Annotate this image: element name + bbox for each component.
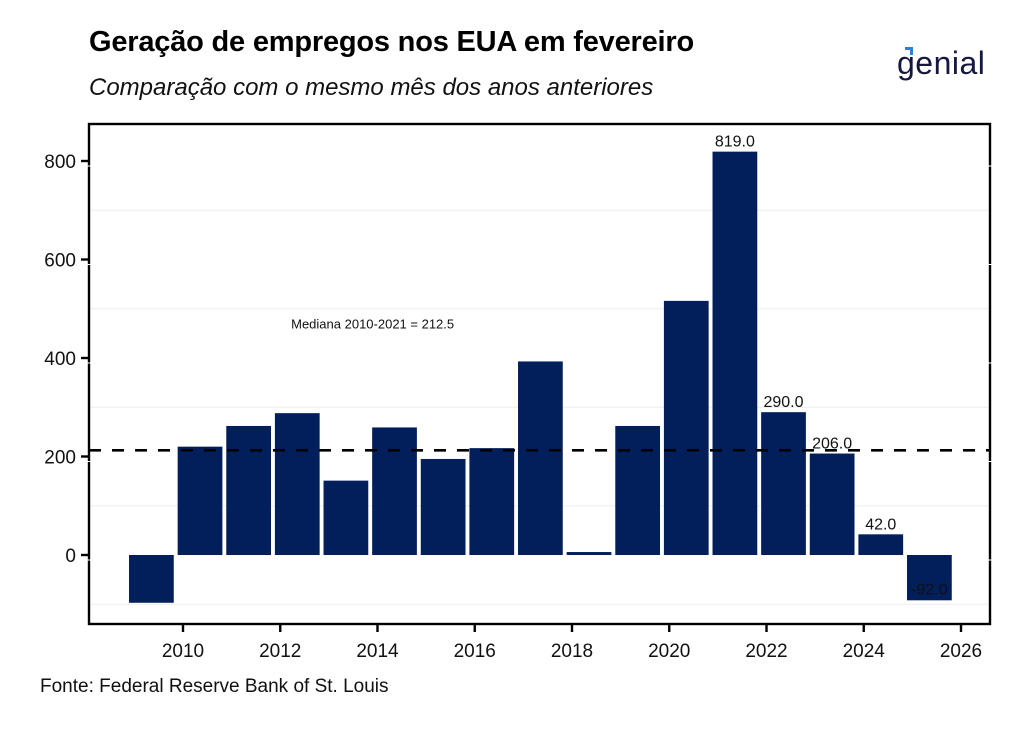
y-tick-label: 600 (44, 251, 76, 272)
bar-2025 (907, 555, 952, 601)
y-tick-label: 200 (44, 448, 76, 469)
y-tick-label: 800 (44, 152, 76, 173)
x-tick-label: 2016 (454, 641, 496, 662)
median-label: Mediana 2010-2021 = 212.5 (291, 316, 454, 331)
data-label-2022: 290.0 (763, 394, 803, 411)
axes: 0 200 400 600 800 2010 2012 2014 2016 2018 2020 202… (44, 122, 992, 662)
y-tick-label: 0 (65, 546, 76, 567)
bar-2018 (566, 552, 612, 555)
bar-2014 (372, 427, 417, 555)
source-note: Fonte: Federal Reserve Bank of St. Louis (40, 676, 389, 697)
data-labels: 819.0 290.0 206.0 42.0 -92.0 (715, 134, 948, 599)
bar-2017 (518, 361, 563, 555)
x-tick-label: 2026 (940, 641, 982, 662)
x-tick-label: 2020 (648, 641, 690, 662)
bar-2010 (177, 446, 223, 555)
logo-text: genial (897, 45, 985, 81)
data-label-2023: 206.0 (812, 436, 852, 453)
bar-2009 (129, 555, 174, 603)
data-label-2025: -92.0 (911, 581, 948, 598)
logo-accent-icon (905, 47, 913, 55)
bar-2015 (420, 458, 466, 555)
x-tick-label: 2010 (162, 641, 204, 662)
bar-2011 (226, 425, 272, 555)
bar-2016 (469, 448, 515, 555)
chart-title: Geração de empregos nos EUA em fevereiro (89, 26, 694, 58)
bar-2013 (323, 480, 369, 555)
bar-2012 (274, 413, 320, 555)
x-tick-label: 2014 (356, 641, 399, 662)
x-tick-label: 2018 (551, 641, 593, 662)
data-label-2021: 819.0 (715, 134, 755, 151)
bar-2020 (663, 300, 709, 555)
x-tick-label: 2024 (843, 641, 886, 662)
y-tick-label: 400 (44, 349, 76, 370)
bar-2024 (858, 534, 904, 555)
bar-2023 (809, 453, 855, 555)
bar-2021 (712, 151, 758, 555)
median-reference: Mediana 2010-2021 = 212.5 (89, 316, 990, 452)
x-tick-label: 2012 (259, 641, 301, 662)
bars (129, 151, 952, 603)
plot-border (87, 122, 992, 626)
x-tick-label: 2022 (745, 641, 787, 662)
data-label-2024: 42.0 (865, 516, 896, 533)
bar-2022 (761, 412, 806, 555)
chart-subtitle: Comparação com o mesmo mês dos anos ante… (89, 74, 654, 101)
bar-2019 (615, 425, 661, 555)
genial-logo: genial (897, 45, 985, 81)
